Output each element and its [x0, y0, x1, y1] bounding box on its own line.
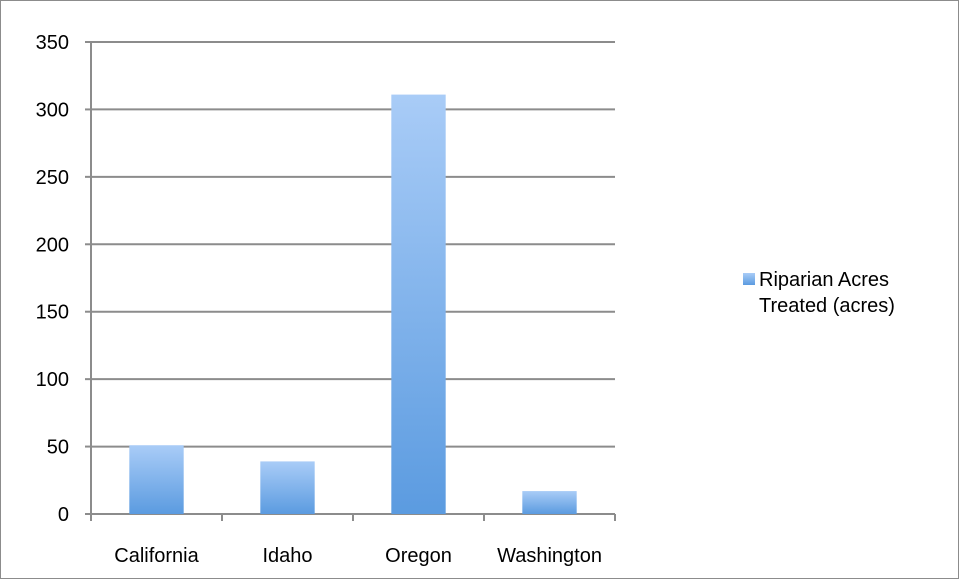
- legend-label: Riparian Acres Treated (acres): [759, 269, 895, 317]
- bar-idaho: [260, 461, 315, 514]
- bar-california: [129, 445, 184, 514]
- bars: [129, 94, 577, 514]
- x-tick-label: California: [114, 545, 199, 567]
- y-tick-label: 200: [36, 234, 69, 256]
- y-tick-label: 150: [36, 302, 69, 324]
- x-tick-label: Idaho: [262, 545, 312, 567]
- bar-oregon: [391, 94, 446, 514]
- y-tick-label: 0: [58, 504, 69, 526]
- bar-washington: [522, 491, 577, 514]
- gridlines: [91, 41, 615, 448]
- y-tick-label: 50: [47, 437, 69, 459]
- x-tick-label: Washington: [497, 545, 602, 567]
- x-tick-label: Oregon: [385, 545, 452, 567]
- y-tick-label: 250: [36, 167, 69, 189]
- y-tick-label: 100: [36, 369, 69, 391]
- legend-swatch: [743, 273, 755, 285]
- y-tick-label: 350: [36, 32, 69, 54]
- tick-labels: 0 50 100 150 200 250 300 350 California Idaho Oreg…: [36, 32, 602, 567]
- y-tick-label: 300: [36, 99, 69, 121]
